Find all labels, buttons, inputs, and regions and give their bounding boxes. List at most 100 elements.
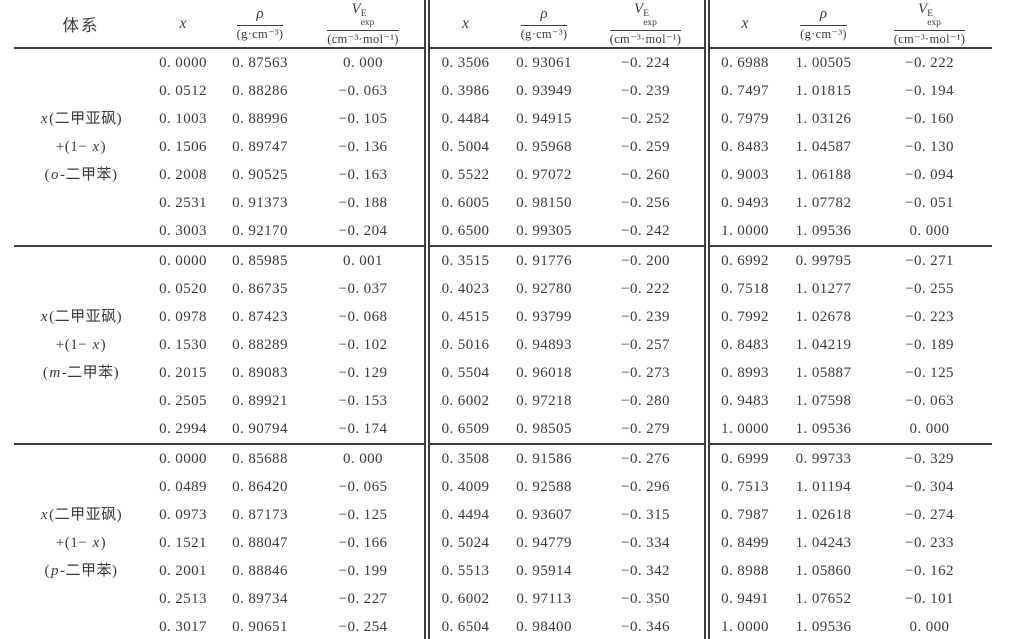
table-row: 0. 2994 0. 90794 −0. 174 0. 6509 0. 98505 −0.… (14, 415, 992, 445)
ve-value-cell: −0. 189 (905, 336, 954, 353)
x-value-cell: 0. 6002 (424, 585, 501, 613)
x-value-cell: 0. 5004 (424, 133, 501, 161)
ve-value-cell: −0. 065 (338, 478, 388, 495)
rho-value-cell: 0. 92780 (516, 280, 572, 297)
ve-value-cell: −0. 162 (905, 562, 954, 579)
x-value-cell: 0. 8483 (704, 331, 780, 359)
x-value-cell: 0. 6002 (424, 387, 501, 415)
rho-value-cell: 0. 93607 (516, 506, 572, 523)
rho-value-cell: 0. 94779 (516, 534, 572, 551)
rho-value-cell: 0. 90525 (232, 166, 288, 183)
x-value-cell: 0. 5016 (424, 331, 501, 359)
ve-subscript: exp (643, 18, 657, 29)
rho-unit: (g·cm⁻³) (236, 26, 284, 41)
ve-value-cell: −0. 188 (338, 194, 388, 211)
table-row: 0. 0520 0. 86735 −0. 037 0. 4023 0. 92780 −0.… (14, 275, 992, 303)
x-value-cell: 0. 7987 (704, 501, 780, 529)
table-row: x(二甲亚砜) +(1− x) (o-二甲苯) 0. 0000 0. 87563 0. 0… (14, 48, 992, 247)
table-row: 0. 3017 0. 90651 −0. 254 0. 6504 0. 98400 −0.… (14, 613, 992, 639)
ve-value-cell: −0. 063 (338, 82, 388, 99)
x-value-cell: 0. 0000 (159, 252, 207, 269)
x-value-cell: 0. 6509 (424, 415, 501, 445)
ve-value-cell: −0. 273 (621, 364, 670, 381)
table-row: 0. 0512 0. 88286 −0. 063 0. 3986 0. 93949 −0.… (14, 77, 992, 105)
ve-value-cell: −0. 280 (621, 392, 670, 409)
x-value-cell: 0. 3003 (148, 217, 218, 247)
ve-value-cell: 0. 000 (867, 217, 992, 247)
rho-value-cell: 0. 88047 (232, 534, 288, 551)
rho-symbol: ρ (819, 6, 828, 23)
rho-value-cell: 0. 87563 (232, 54, 288, 71)
rho-value-cell: 0. 88996 (232, 110, 288, 127)
x-value-cell: 1. 0000 (704, 613, 780, 639)
column-header-x-3: x (704, 0, 780, 49)
rho-value-cell: 0. 97072 (516, 166, 572, 183)
rho-value-cell: 0. 85985 (232, 252, 288, 269)
rho-value-cell: 1. 01194 (795, 478, 852, 495)
x-value-cell: 0. 6988 (704, 48, 780, 77)
system-label-line: x(二甲亚砜) (40, 507, 123, 524)
x-value-cell: 0. 3508 (424, 444, 501, 473)
x-value-cell: 0. 7518 (704, 275, 780, 303)
rho-unit: (g·cm⁻³) (520, 26, 568, 41)
x-value-cell: 0. 5504 (424, 359, 501, 387)
rho-value-cell: 0. 89734 (232, 590, 288, 607)
x-value-cell: 0. 0000 (159, 450, 207, 467)
rho-value-cell: 1. 04243 (795, 534, 852, 551)
ve-value-cell: −0. 160 (905, 110, 954, 127)
rho-value-cell: 0. 89921 (232, 392, 288, 409)
ve-value-cell: −0. 174 (302, 415, 427, 445)
table-row: 0. 1003 0. 88996 −0. 105 0. 4484 0. 94915 −0.… (14, 105, 992, 133)
system-label-line: +(1− x) (55, 139, 107, 155)
x-value-cell: 0. 3017 (148, 613, 218, 639)
ve-value-cell: −0. 274 (905, 506, 954, 523)
ve-value-cell: −0. 342 (621, 562, 670, 579)
ve-value-cell: −0. 256 (621, 194, 670, 211)
ve-value-cell: −0. 136 (338, 138, 388, 155)
ve-value-cell: −0. 166 (338, 534, 388, 551)
system-label: x(二甲亚砜) +(1− x) (o-二甲苯) (14, 48, 148, 247)
ve-symbol: V (634, 1, 644, 18)
ve-value-cell: −0. 051 (905, 194, 954, 211)
table-body: x(二甲亚砜) +(1− x) (o-二甲苯) 0. 0000 0. 87563 0. 0… (14, 48, 992, 639)
rho-value-cell: 0. 93061 (516, 54, 572, 71)
rho-value-cell: 1. 03126 (795, 110, 852, 127)
rho-value-cell: 0. 88846 (232, 562, 288, 579)
rho-value-cell: 0. 91586 (516, 450, 572, 467)
table-row: 0. 2015 0. 89083 −0. 129 0. 5504 0. 96018 −0.… (14, 359, 992, 387)
x-value-cell: 0. 8988 (704, 557, 780, 585)
ve-superscript: E (927, 9, 934, 20)
rho-value-cell: 1. 07598 (795, 392, 852, 409)
ve-value-cell: −0. 279 (587, 415, 707, 445)
rho-value-cell: 0. 98150 (516, 194, 572, 211)
ve-value-cell: −0. 276 (621, 450, 670, 467)
rho-value-cell: 1. 00505 (795, 54, 852, 71)
rho-value-cell: 1. 02678 (795, 308, 852, 325)
rho-value-cell: 0. 99795 (795, 252, 852, 269)
x-value-cell: 0. 6500 (424, 217, 501, 247)
ve-value-cell: −0. 204 (302, 217, 427, 247)
rho-symbol: ρ (540, 6, 548, 23)
table-row: x(二甲亚砜) +(1− x) (p-二甲苯) 0. 0000 0. 85688 0. 0… (14, 444, 992, 639)
ve-value-cell: −0. 315 (621, 506, 670, 523)
ve-value-cell: −0. 255 (905, 280, 954, 297)
rho-value-cell: 0. 98505 (501, 415, 587, 445)
ve-value-cell: −0. 227 (338, 590, 388, 607)
x-value-cell: 0. 7979 (704, 105, 780, 133)
ve-value-cell: −0. 125 (905, 364, 954, 381)
ve-unit: (cm⁻³·mol⁻¹) (327, 32, 399, 47)
x-value-cell: 0. 7513 (704, 473, 780, 501)
table-row: 0. 1521 0. 88047 −0. 166 0. 5024 0. 94779 −0.… (14, 529, 992, 557)
table-row: 0. 2531 0. 91373 −0. 188 0. 6005 0. 98150 −0.… (14, 189, 992, 217)
rho-value-cell: 1. 05860 (795, 562, 852, 579)
ve-value-cell: −0. 037 (338, 280, 388, 297)
x-value-cell: 0. 1521 (159, 534, 207, 551)
table-row: 0. 2505 0. 89921 −0. 153 0. 6002 0. 97218 −0.… (14, 387, 992, 415)
system-label-line: (p-二甲苯) (44, 563, 118, 580)
rho-value-cell: 0. 86420 (232, 478, 288, 495)
ve-value-cell: −0. 063 (905, 392, 954, 409)
ve-value-cell: −0. 233 (905, 534, 954, 551)
